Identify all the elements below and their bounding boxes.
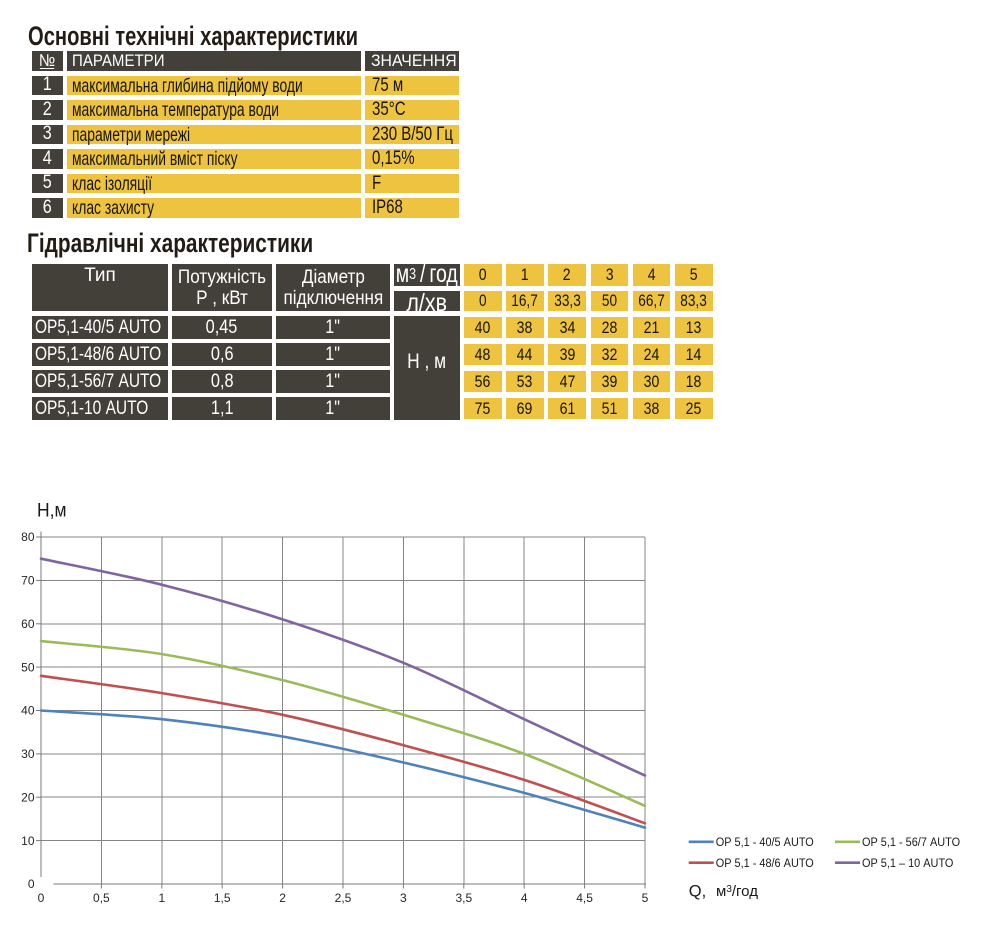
svg-text:ОР 5,1 - 40/5 AUTO: ОР 5,1 - 40/5 AUTO [716,837,814,850]
svg-text:Н,м: Н,м [37,499,66,521]
svg-text:ОР 5,1 - 56/7 AUTO: ОР 5,1 - 56/7 AUTO [862,837,960,850]
svg-text:3,5: 3,5 [455,891,472,905]
svg-text:20: 20 [21,791,35,805]
svg-text:2: 2 [279,891,286,905]
svg-text:80: 80 [21,530,35,544]
svg-text:3: 3 [400,891,407,905]
svg-text:Q,: Q, [689,883,706,901]
svg-text:ОР 5,1 - 48/6 AUTO: ОР 5,1 - 48/6 AUTO [716,857,814,870]
svg-text:0: 0 [38,891,45,905]
svg-text:0,5: 0,5 [93,891,110,905]
svg-text:0: 0 [28,877,35,891]
svg-text:1: 1 [158,891,165,905]
svg-text:4: 4 [521,891,528,905]
svg-text:40: 40 [21,704,35,718]
svg-text:10: 10 [21,834,35,848]
svg-text:30: 30 [21,747,35,761]
svg-text:1,5: 1,5 [214,891,231,905]
svg-text:4,5: 4,5 [576,891,593,905]
svg-text:60: 60 [21,617,35,631]
svg-text:50: 50 [21,660,35,674]
svg-text:70: 70 [21,574,35,588]
svg-text:ОР 5,1 – 10 AUTO: ОР 5,1 – 10 AUTO [862,857,953,870]
svg-text:м3/год: м3/год [716,883,758,900]
svg-text:2,5: 2,5 [335,891,352,905]
svg-text:5: 5 [642,891,649,905]
